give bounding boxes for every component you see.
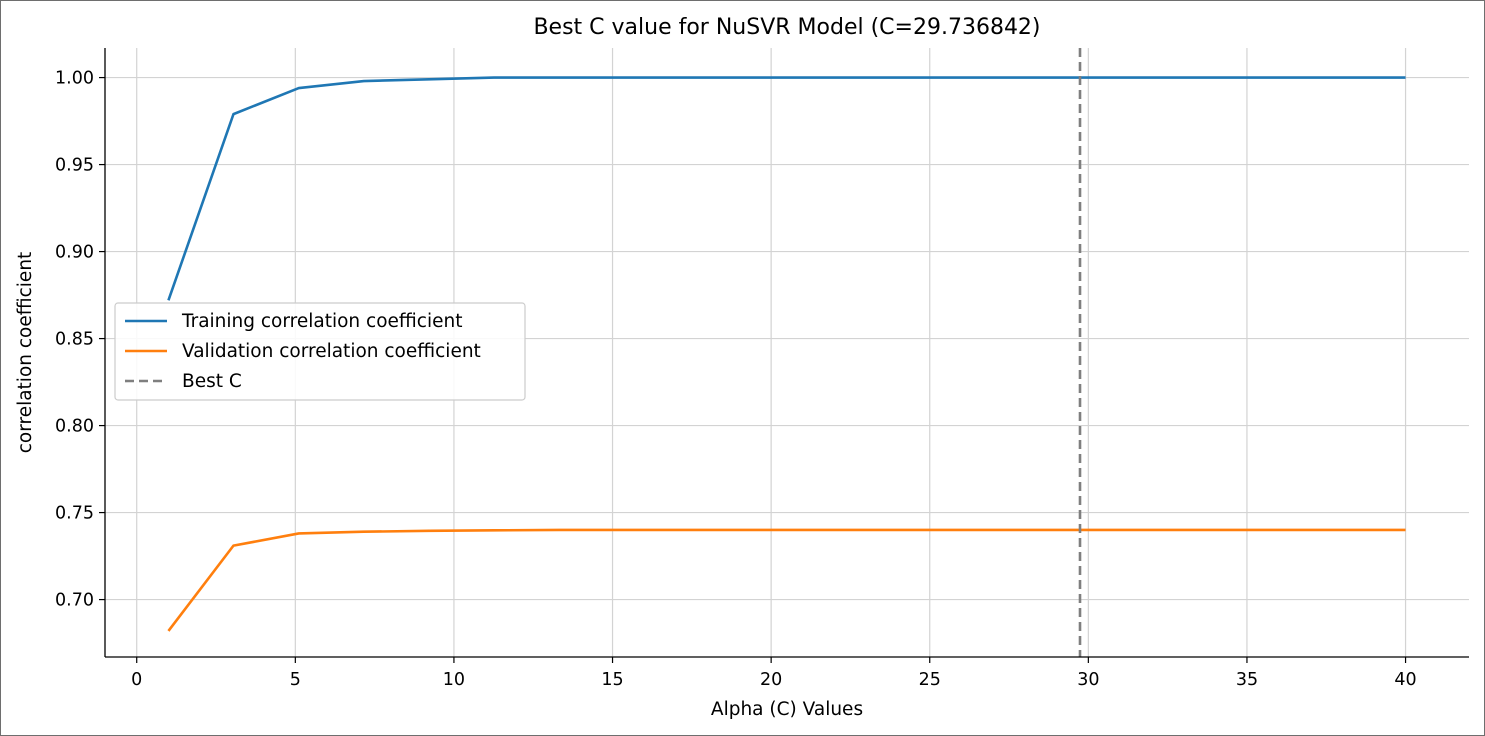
x-tick-label: 15 <box>601 670 623 690</box>
validation-series-line <box>167 528 1406 632</box>
x-tick-label: 40 <box>1394 670 1416 690</box>
y-tick-label: 0.95 <box>55 156 94 176</box>
axes <box>104 48 1469 658</box>
legend-label-training: Training correlation coefficient <box>181 311 462 332</box>
y-tick-label: 0.75 <box>55 504 94 524</box>
y-tick-label: 1.00 <box>55 69 94 89</box>
legend: Training correlation coefficient Validat… <box>114 302 526 401</box>
x-tick-label: 20 <box>760 670 782 690</box>
x-tick-label: 35 <box>1236 670 1258 690</box>
grid <box>105 48 1469 657</box>
ticks: 0 5 10 15 20 25 30 35 40 0.70 0.75 0.80 0.85 0.90 0.95… <box>55 69 1417 690</box>
y-tick-label: 0.85 <box>55 330 94 350</box>
y-tick-label: 0.90 <box>55 243 94 263</box>
y-tick-label: 0.70 <box>55 591 94 611</box>
legend-label-validation: Validation correlation coefficient <box>182 341 481 362</box>
chart-title: Best C value for NuSVR Model (C=29.73684… <box>533 15 1040 40</box>
x-tick-label: 5 <box>290 670 301 690</box>
training-series-line <box>167 76 1406 301</box>
y-axis-title: correlation coefficient <box>15 252 36 454</box>
legend-frame <box>114 302 526 401</box>
x-tick-label: 30 <box>1077 670 1099 690</box>
x-axis-title: Alpha (C) Values <box>711 699 863 720</box>
x-tick-label: 25 <box>919 670 941 690</box>
x-tick-label: 0 <box>131 670 142 690</box>
x-tick-label: 10 <box>443 670 465 690</box>
y-tick-label: 0.80 <box>55 417 94 437</box>
legend-label-best-c: Best C <box>182 371 242 392</box>
series-lines <box>167 48 1406 657</box>
